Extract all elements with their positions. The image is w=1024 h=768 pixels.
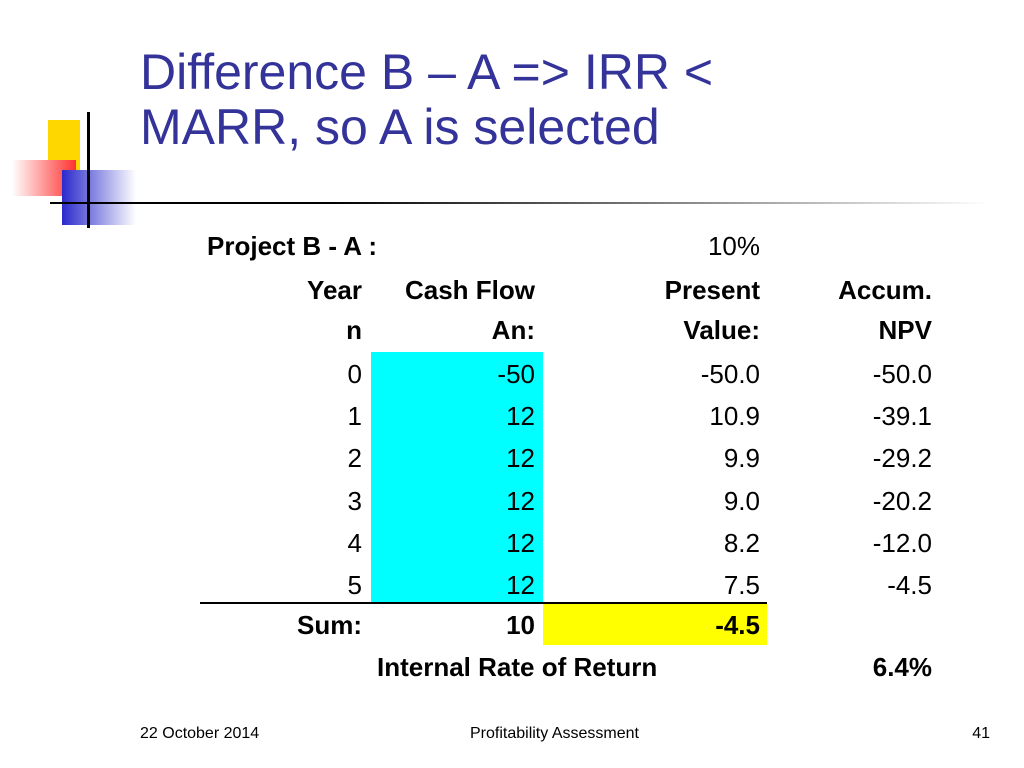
header-cell: Accum. [838,275,932,305]
table-cell: 12 [506,527,535,558]
table-cell: -50 [497,359,535,389]
table-cell: 1 [347,401,362,432]
header-cell: Value: [683,315,760,345]
header-cell: Present [664,275,760,305]
header-cell: NPV [878,315,932,345]
footer-title: Profitability Assessment [470,725,639,742]
irr-label: Internal Rate of Return [377,652,658,682]
table-cell: 4 [347,527,362,558]
decor-vline [87,112,90,228]
table-cell: -29.2 [872,443,932,474]
sum-highlight [543,604,767,645]
footer-date: 22 October 2014 [140,725,260,742]
table-cell: 10.9 [709,401,760,432]
table-cell: 3 [347,485,362,516]
table-cell: 9.0 [723,485,760,516]
header-cell: An: [491,315,535,345]
table-cell: 9.9 [723,443,760,474]
title-line: Difference B – A => IRR < [140,44,714,100]
sum-present-value: -4.5 [715,610,760,640]
table-cell: -12.0 [872,527,932,558]
table-cell: -4.5 [887,570,932,600]
sum-label: Sum: [297,610,362,640]
table-cell: -50.0 [872,359,932,389]
header-cell: Year [307,275,362,305]
table-cell: 0 [347,359,362,389]
table-cell: 12 [506,485,535,516]
table-cell: 5 [347,570,362,600]
decor-hline [50,202,990,204]
header-cell: n [346,315,362,345]
table-cell: -39.1 [872,401,932,432]
rate: 10% [707,231,760,261]
cash-flow-highlight [371,352,543,603]
table-cell: 12 [506,570,535,600]
table-cell: -50.0 [700,359,760,389]
table-cell: 12 [506,443,535,474]
table-cell: 2 [347,443,362,474]
sum-rule [200,602,767,604]
table-cell: -20.2 [872,485,932,516]
title-line: MARR, so A is selected [140,99,660,155]
table-cell: 8.2 [723,527,760,558]
irr-value: 6.4% [872,652,932,682]
footer-page: 41 [972,725,990,742]
decor-blue [62,170,136,225]
sum-cash-flow: 10 [506,610,535,640]
table-cell: 7.5 [723,570,760,600]
table-cell: 12 [506,401,535,432]
project-label: Project B - A : [207,231,377,261]
header-cell: Cash Flow [404,275,535,305]
